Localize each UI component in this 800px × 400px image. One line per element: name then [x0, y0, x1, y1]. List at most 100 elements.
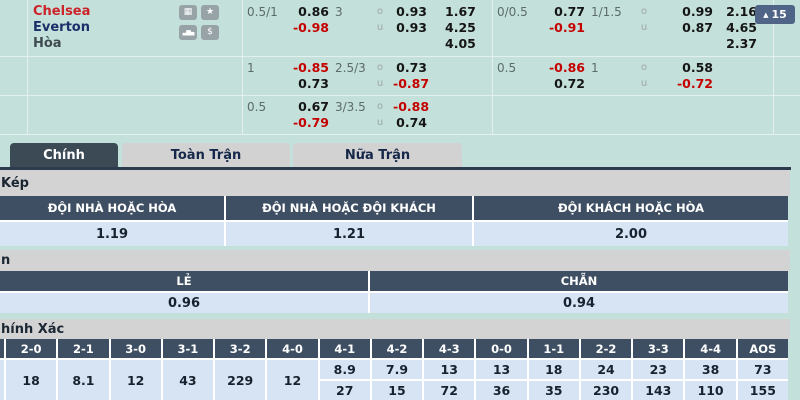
over-odds[interactable]: 0.93	[396, 4, 427, 19]
score-odds-cell[interactable]: 12	[267, 360, 318, 400]
score-odds-cell[interactable]: 13	[424, 360, 475, 379]
team-cell: Chelsea Everton Hòa	[28, 0, 172, 56]
score-odds-cell[interactable]: 24	[580, 360, 632, 379]
1x2-odds-cell: 2.16 4.65 2.37	[715, 0, 774, 56]
left-gutter-cell	[0, 96, 28, 134]
hdp-away-odds[interactable]: -0.98	[292, 20, 329, 35]
hdp-home-odds[interactable]: 0.67	[298, 99, 329, 114]
under-sign: u	[376, 78, 384, 89]
score-odds-cell[interactable]: 110	[685, 381, 736, 400]
score-header: 3-1	[162, 339, 214, 358]
under-odds[interactable]: 0.87	[682, 20, 713, 35]
total-line-cell: 2.5/3	[331, 57, 367, 95]
score-odds-cell[interactable]: 38	[685, 360, 736, 379]
score-odds-cell[interactable]: 7.9	[371, 360, 423, 379]
markets-sections: Kép ĐỘI NHÀ HOẶC HÒA ĐỘI NHÀ HOẶC ĐỘI KH…	[0, 170, 790, 400]
hdp-line-cell: 0.5/1	[243, 0, 283, 56]
odds-cell[interactable]: 1.19	[0, 222, 224, 246]
hdp-home-odds[interactable]: -0.85	[292, 60, 329, 75]
1x2-draw-odds[interactable]: 4.05	[445, 36, 476, 51]
1x2-odds-cell: 1.67 4.25 4.05	[445, 0, 493, 56]
hdp-home-odds[interactable]: -0.86	[548, 60, 585, 75]
hdp-line-cell: 0.5	[243, 96, 283, 134]
score-odds-cell[interactable]: 73	[737, 360, 788, 379]
score-odds-cell[interactable]: 12	[110, 360, 161, 400]
hdp-away-odds[interactable]: -0.79	[292, 115, 329, 130]
under-odds[interactable]: -0.72	[676, 76, 713, 91]
score-odds-cell[interactable]: 155	[737, 381, 788, 400]
ou-sign-cell: o u	[367, 0, 393, 56]
match-tools-cell: ▦ ★ ▃▆▄ $	[172, 0, 243, 56]
hdp-odds-cell: 0.86 -0.98	[283, 0, 331, 56]
score-odds-cell[interactable]: 8.1	[58, 360, 109, 400]
score-odds-cell[interactable]: 8.9	[319, 360, 370, 379]
tab-toan-tran[interactable]: Toàn Trận	[122, 143, 290, 167]
away-team-name: Everton	[33, 20, 90, 35]
1x2-away-odds[interactable]: 4.65	[726, 20, 757, 35]
score-odds-cell[interactable]: 36	[476, 381, 527, 400]
over-odds[interactable]: 0.73	[396, 60, 427, 75]
hdp-line-cell: 0.5	[493, 57, 537, 95]
column-header: LẺ	[0, 271, 368, 291]
score-odds-cell[interactable]: 72	[424, 381, 475, 400]
hdp-away-odds[interactable]: 0.73	[298, 76, 329, 91]
odds-cell[interactable]: 0.96	[0, 293, 368, 313]
score-header: 4-4	[685, 339, 736, 358]
stats-icon[interactable]: ▦	[179, 5, 197, 20]
over-odds[interactable]: 0.58	[682, 60, 713, 75]
tab-underline	[0, 167, 791, 170]
more-markets-button[interactable]: ▲ 15	[755, 5, 795, 24]
1x2-home-odds[interactable]: 1.67	[445, 4, 476, 19]
score-odds-cell[interactable]: 23	[633, 360, 684, 379]
hdp-home-odds[interactable]: 0.77	[554, 4, 585, 19]
under-odds[interactable]: 0.93	[396, 20, 427, 35]
more-markets-cell	[774, 57, 800, 95]
under-odds[interactable]: 0.74	[396, 115, 427, 130]
score-odds-cell[interactable]: 15	[371, 381, 423, 400]
odds-cell[interactable]: 0.94	[370, 293, 788, 313]
score-odds-cell[interactable]: 230	[580, 381, 632, 400]
home-team-name: Chelsea	[33, 4, 91, 19]
dollar-icon[interactable]: $	[201, 25, 219, 40]
ou-sign-cell: o u	[367, 57, 393, 95]
over-odds[interactable]: 0.99	[682, 4, 713, 19]
odds-cell[interactable]: 2.00	[474, 222, 788, 246]
over-odds[interactable]: -0.88	[393, 99, 430, 114]
score-odds-cell[interactable]: 18	[6, 360, 57, 400]
tab-nua-tran[interactable]: Nữa Trận	[293, 143, 462, 167]
1x2-home-odds[interactable]: 2.16	[726, 4, 757, 19]
correct-score-title: hính Xác	[0, 319, 790, 339]
hdp-home-odds[interactable]: 0.86	[298, 4, 329, 19]
total-label: 3	[335, 5, 343, 19]
hdp-odds-cell: 0.67 -0.79	[283, 96, 331, 134]
star-icon[interactable]: ★	[201, 5, 219, 20]
ou-odds-cell: 0.99 0.87	[657, 0, 715, 56]
tab-chinh[interactable]: Chính	[10, 143, 118, 167]
hdp-away-odds[interactable]: 0.72	[554, 76, 585, 91]
column-header: CHẴN	[370, 271, 788, 291]
over-sign: o	[376, 62, 384, 73]
team-cell	[28, 57, 172, 95]
score-odds-cell[interactable]: 43	[162, 360, 214, 400]
ou-sign-cell: o u	[631, 0, 657, 56]
odds-cell[interactable]: 1.21	[226, 222, 472, 246]
1x2-away-odds[interactable]: 4.25	[445, 20, 476, 35]
match-odds-table: Chelsea Everton Hòa ▦ ★ ▃▆▄ $ 0.5/1 0.86…	[0, 0, 800, 135]
score-odds-cell[interactable]: 143	[633, 381, 684, 400]
bar-chart-icon[interactable]: ▃▆▄	[179, 25, 197, 40]
score-odds-cell[interactable]: 27	[319, 381, 370, 400]
score-header: 3-0	[110, 339, 161, 358]
score-odds-cell[interactable]: 35	[528, 381, 579, 400]
score-odds-cell[interactable]: 18	[528, 360, 579, 379]
under-odds[interactable]: -0.87	[393, 76, 430, 91]
score-header: 0-0	[476, 339, 527, 358]
score-odds-cell[interactable]: 229	[215, 360, 266, 400]
hdp-away-odds[interactable]: -0.91	[548, 20, 585, 35]
1x2-odds-cell	[715, 57, 774, 95]
score-odds-cell[interactable]: 13	[476, 360, 527, 379]
spacer-cell	[172, 96, 243, 134]
score-header: 4-1	[319, 339, 370, 358]
1x2-draw-odds[interactable]: 2.37	[726, 36, 757, 51]
triangle-up-icon: ▲	[763, 10, 769, 19]
more-markets-cell	[774, 96, 800, 134]
